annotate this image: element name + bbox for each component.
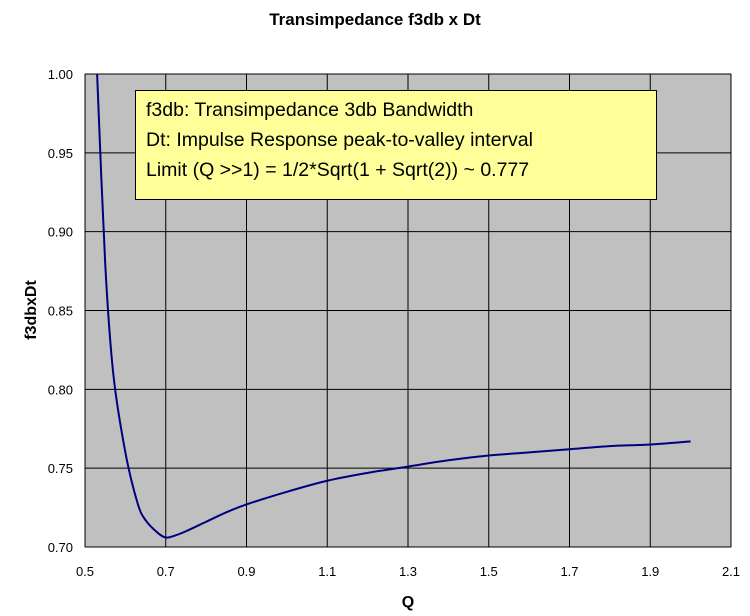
annotation-line-1: f3db: Transimpedance 3db Bandwidth <box>146 99 474 121</box>
annotation-line-3: Limit (Q >>1) = 1/2*Sqrt(1 + Sqrt(2)) ~ … <box>146 159 530 181</box>
y-tick-label: 0.95 <box>48 146 73 161</box>
x-tick-label: 0.9 <box>237 564 255 579</box>
y-tick-label: 0.90 <box>48 225 73 240</box>
series-line <box>96 73 691 539</box>
x-tick-label: 1.7 <box>560 564 578 579</box>
x-tick-label: 0.7 <box>157 564 175 579</box>
x-tick-label: 2.1 <box>722 564 740 579</box>
y-tick-label: 1.00 <box>48 67 73 82</box>
y-tick-label: 0.70 <box>48 540 73 555</box>
x-tick-label: 1.1 <box>318 564 336 579</box>
x-tick-label: 1.5 <box>480 564 498 579</box>
y-tick-label: 0.75 <box>48 461 73 476</box>
x-tick-label: 1.3 <box>399 564 417 579</box>
annotation-line-2: Dt: Impulse Response peak-to-valley inte… <box>146 129 533 151</box>
chart-title: Transimpedance f3db x Dt <box>269 10 481 29</box>
y-tick-label: 0.80 <box>48 382 73 397</box>
y-tick-label: 0.85 <box>48 304 73 319</box>
x-tick-label: 1.9 <box>641 564 659 579</box>
x-axis-title: Q <box>402 594 414 611</box>
x-tick-label: 0.5 <box>76 564 94 579</box>
annotation-box: f3db: Transimpedance 3db Bandwidth Dt: I… <box>135 90 657 200</box>
y-axis-title: f3dbxDt <box>23 280 40 340</box>
